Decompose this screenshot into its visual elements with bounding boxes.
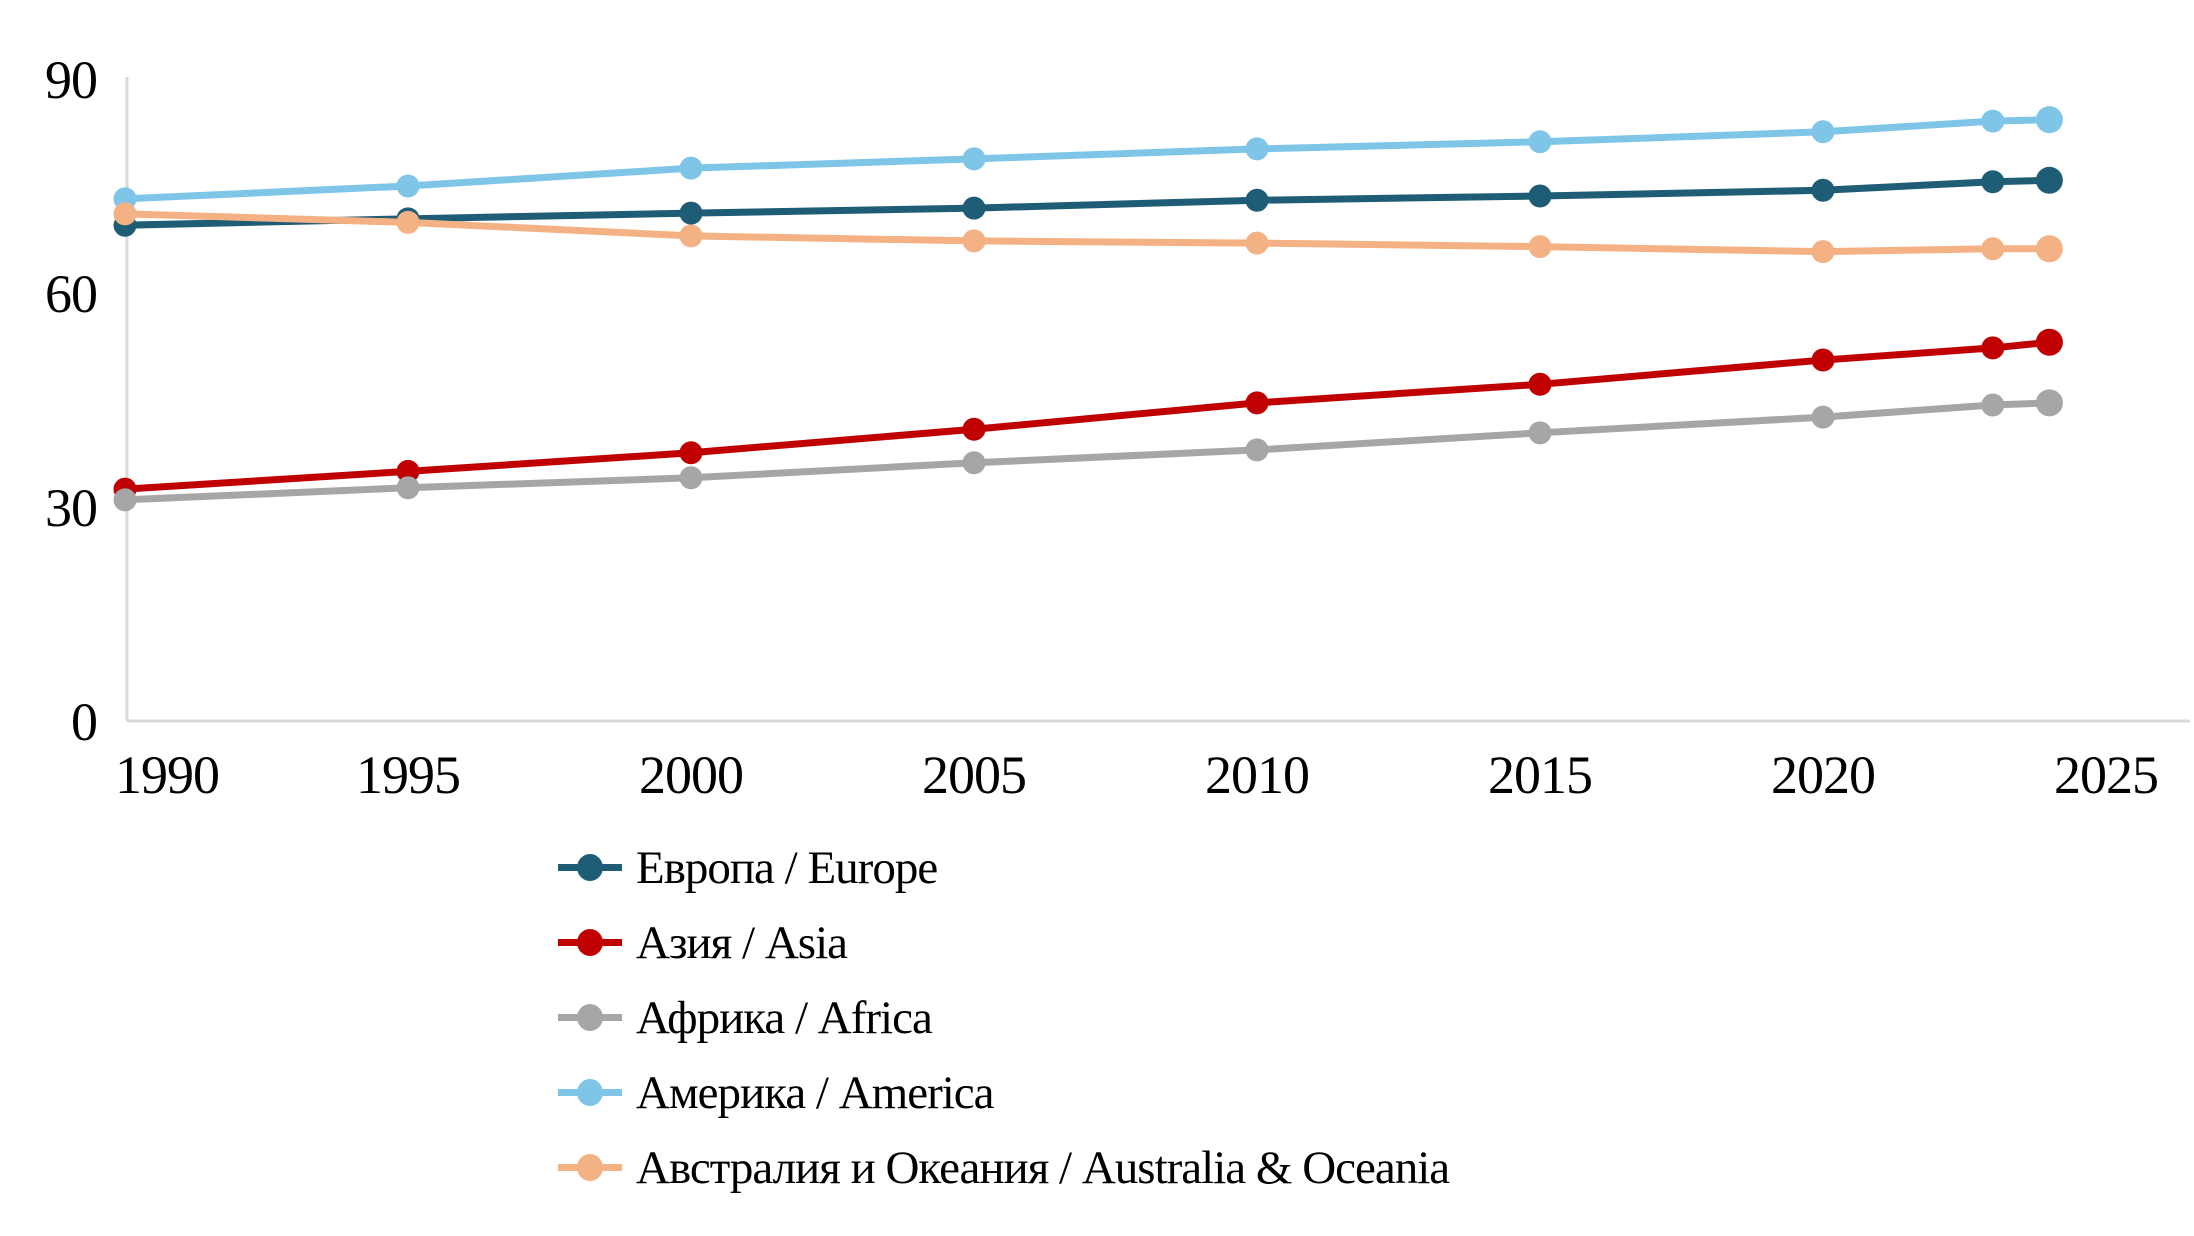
data-point-marker (1245, 391, 1269, 415)
data-point-marker (1981, 170, 2005, 194)
tick-labels: 0 30 60 90 1990 1995 2000 2005 2010 2015 2020 2025 (45, 50, 2159, 805)
data-point-marker (1811, 348, 1835, 372)
legend-label: Европа / Europe (636, 841, 938, 894)
y-axis-tick-label: 60 (45, 264, 97, 324)
legend-item-africa: Африка / Africa (558, 980, 1449, 1055)
data-point-marker (679, 201, 703, 225)
data-point-marker (1245, 438, 1269, 462)
data-point-marker (1528, 184, 1552, 208)
legend-line-marker-icon (558, 854, 622, 881)
data-point-marker (2035, 166, 2063, 194)
y-axis-tick-label: 30 (45, 478, 97, 538)
data-point-marker (1528, 130, 1552, 154)
data-point-marker (1981, 393, 2005, 417)
legend-item-asia: Азия / Asia (558, 905, 1449, 980)
series-lines (113, 106, 2063, 512)
data-point-marker (2035, 389, 2063, 417)
legend: Европа / Europe Азия / Asia Африка / Afr… (558, 830, 1450, 1205)
data-point-marker (962, 417, 986, 441)
data-point-marker (1811, 405, 1835, 429)
data-point-marker (2035, 106, 2063, 134)
x-axis-tick-label: 2025 (2054, 745, 2158, 805)
data-point-marker (1811, 120, 1835, 144)
data-point-marker (1811, 240, 1835, 264)
data-point-marker (2035, 328, 2063, 356)
data-point-marker (1528, 372, 1552, 396)
x-axis-tick-label: 2010 (1205, 745, 1309, 805)
x-axis-tick-label: 2020 (1771, 745, 1875, 805)
data-point-marker (1245, 188, 1269, 212)
data-point-marker (1528, 235, 1552, 259)
y-axis-tick-label: 0 (71, 692, 97, 752)
data-point-marker (962, 451, 986, 475)
data-point-marker (1245, 231, 1269, 255)
legend-line-marker-icon (558, 1154, 622, 1181)
data-point-marker (1981, 336, 2005, 360)
x-axis-tick-label: 2000 (639, 745, 743, 805)
data-point-marker (962, 147, 986, 171)
data-point-marker (396, 476, 420, 500)
data-point-marker (962, 229, 986, 253)
x-axis-tick-label: 2015 (1488, 745, 1592, 805)
y-axis-tick-label: 90 (45, 50, 97, 110)
data-point-marker (1528, 421, 1552, 445)
data-point-marker (1811, 178, 1835, 202)
data-point-marker (1245, 137, 1269, 161)
data-point-marker (113, 202, 137, 226)
data-point-marker (396, 174, 420, 198)
data-point-marker (1981, 109, 2005, 133)
legend-line-marker-icon (558, 929, 622, 956)
legend-item-australia-oceania: Австралия и Океания / Australia & Oceani… (558, 1130, 1450, 1205)
legend-line-marker-icon (558, 1004, 622, 1031)
x-axis-tick-label: 1995 (356, 745, 460, 805)
data-point-marker (1981, 237, 2005, 261)
legend-label: Америка / America (636, 1066, 995, 1119)
data-point-marker (113, 488, 137, 512)
data-point-marker (679, 156, 703, 180)
x-axis-tick-label: 2005 (922, 745, 1026, 805)
legend-item-america: Америка / America (558, 1055, 1449, 1130)
data-point-marker (679, 441, 703, 465)
data-point-marker (962, 196, 986, 220)
x-axis-tick-label: 1990 (115, 745, 219, 805)
legend-line-marker-icon (558, 1079, 622, 1106)
legend-label: Азия / Asia (636, 916, 848, 969)
legend-item-europe: Европа / Europe (558, 830, 1449, 905)
data-point-marker (396, 210, 420, 234)
axes (125, 77, 2190, 723)
data-point-marker (679, 224, 703, 248)
data-point-marker (2035, 235, 2063, 263)
legend-label: Африка / Africa (636, 991, 933, 1044)
data-point-marker (396, 459, 420, 483)
legend-label: Австралия и Океания / Australia & Oceani… (636, 1141, 1450, 1194)
data-point-marker (679, 466, 703, 490)
